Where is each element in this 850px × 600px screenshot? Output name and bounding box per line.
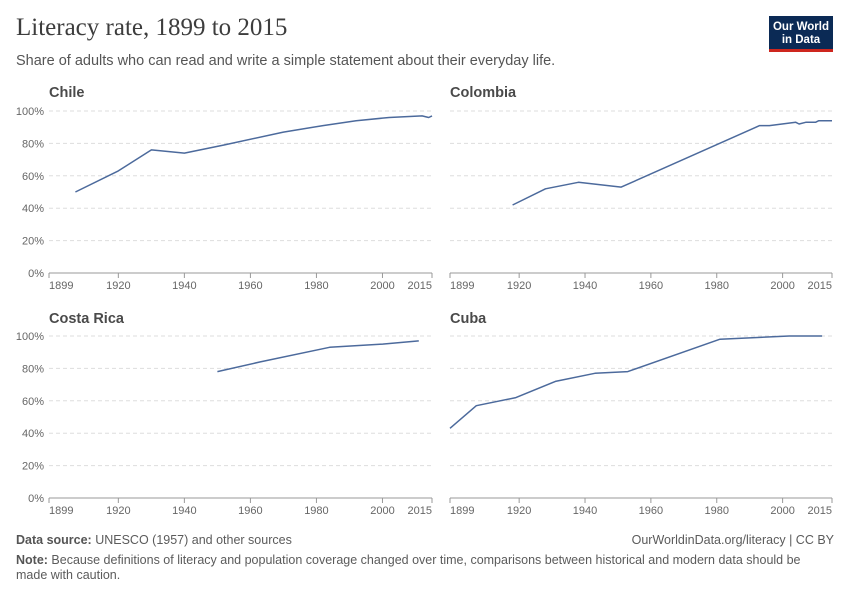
x-tick-label: 1960 xyxy=(238,505,262,517)
data-source-text: UNESCO (1957) and other sources xyxy=(91,533,292,547)
y-tick-label: 20% xyxy=(22,461,44,473)
x-tick-label: 1960 xyxy=(238,280,262,292)
x-tick-label: 2015 xyxy=(408,280,432,292)
panel-colombia: Colombia 1899 1920 1940 1960 1980 2000 2015 xyxy=(449,85,833,292)
y-tick-label: 80% xyxy=(22,138,44,150)
y-tick-label: 40% xyxy=(22,203,44,215)
x-tick-label: 1920 xyxy=(106,280,130,292)
y-tick-label: 100% xyxy=(16,331,44,343)
y-tick-label: 100% xyxy=(16,106,44,118)
panel-title: Chile xyxy=(49,85,84,101)
small-multiples-chart: Chile 0% 20% 40% 60% 80% 100% 1899 1920 1940 1960 1… xyxy=(16,85,833,517)
x-tick-label: 1980 xyxy=(304,505,328,517)
y-tick-label: 20% xyxy=(22,236,44,248)
panel-title: Colombia xyxy=(450,85,517,101)
logo-line-1: Our World xyxy=(772,21,829,33)
x-tick-label: 1920 xyxy=(507,280,531,292)
x-tick-label: 1920 xyxy=(507,505,531,517)
x-tick-label: 1899 xyxy=(49,280,73,292)
x-tick-label: 1940 xyxy=(573,505,597,517)
series-line xyxy=(217,340,419,373)
x-tick-label: 1960 xyxy=(639,280,663,292)
series-line xyxy=(75,115,433,193)
chart-subtitle: Share of adults who can read and write a… xyxy=(16,53,556,69)
y-tick-label: 40% xyxy=(22,428,44,440)
x-tick-label: 1899 xyxy=(450,505,474,517)
owid-logo[interactable]: Our World in Data xyxy=(769,16,833,52)
x-tick-label: 1899 xyxy=(450,280,474,292)
panel-cuba: Cuba 1899 1920 1940 1960 1980 2000 2015 xyxy=(449,311,833,517)
series-line xyxy=(512,119,832,206)
x-tick-label: 1980 xyxy=(704,280,728,292)
y-tick-label: 80% xyxy=(22,363,44,375)
x-tick-label: 1920 xyxy=(106,505,130,517)
data-source-label: Data source: xyxy=(16,533,92,547)
x-tick-label: 1940 xyxy=(172,505,196,517)
panel-title: Costa Rica xyxy=(49,311,125,327)
chart-note: Note: Because definitions of literacy an… xyxy=(16,553,816,583)
panel-costa-rica: Costa Rica 0% 20% 40% 60% 80% 100% 1899 1920 1940… xyxy=(16,311,433,517)
chart-title: Literacy rate, 1899 to 2015 xyxy=(16,14,288,41)
x-tick-label: 1980 xyxy=(704,505,728,517)
x-tick-label: 2000 xyxy=(770,280,794,292)
x-tick-label: 1960 xyxy=(639,505,663,517)
logo-line-2: in Data xyxy=(781,34,821,46)
y-tick-label: 0% xyxy=(28,268,44,280)
x-tick-label: 2015 xyxy=(408,505,432,517)
x-tick-label: 1940 xyxy=(172,280,196,292)
panel-chile: Chile 0% 20% 40% 60% 80% 100% 1899 1920 1940 1960 1… xyxy=(16,85,433,292)
note-text: Because definitions of literacy and popu… xyxy=(16,553,801,582)
x-tick-label: 2015 xyxy=(808,505,832,517)
panel-title: Cuba xyxy=(450,311,487,327)
note-label: Note: xyxy=(16,553,48,567)
data-source: Data source: UNESCO (1957) and other sou… xyxy=(16,533,292,547)
y-tick-label: 60% xyxy=(22,396,44,408)
y-tick-label: 0% xyxy=(28,493,44,505)
x-tick-label: 1940 xyxy=(573,280,597,292)
x-tick-label: 1899 xyxy=(49,505,73,517)
x-tick-label: 2000 xyxy=(370,505,394,517)
x-tick-label: 2015 xyxy=(808,280,832,292)
series-line xyxy=(449,335,823,429)
y-tick-label: 60% xyxy=(22,171,44,183)
x-tick-label: 2000 xyxy=(370,280,394,292)
x-tick-label: 2000 xyxy=(770,505,794,517)
x-tick-label: 1980 xyxy=(304,280,328,292)
source-url-link[interactable]: OurWorldinData.org/literacy | CC BY xyxy=(631,533,834,547)
